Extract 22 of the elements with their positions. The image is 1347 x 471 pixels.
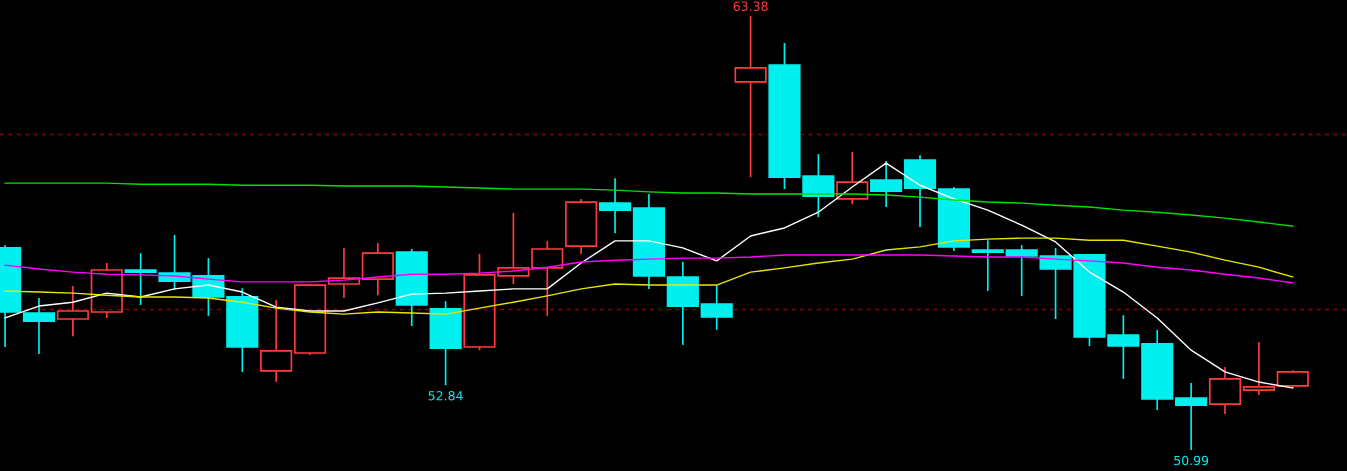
candlestick <box>734 15 767 179</box>
candlestick <box>56 285 89 338</box>
candlestick <box>22 297 56 355</box>
candlestick <box>327 247 361 299</box>
candlestick <box>971 239 1004 292</box>
candlestick <box>1208 366 1242 415</box>
candlestick <box>903 154 937 228</box>
candlestick <box>260 299 293 383</box>
candlestick <box>700 284 733 331</box>
annotation: 52.84 <box>428 390 463 401</box>
candlestick <box>531 240 564 317</box>
candlestick <box>361 242 394 297</box>
candlestick <box>870 160 903 208</box>
candlestick <box>666 261 699 346</box>
candlestick <box>90 262 123 319</box>
candlestick <box>1242 341 1275 396</box>
annotation: 50.99 <box>1174 455 1209 466</box>
candlestick <box>598 177 632 235</box>
annotation: 63.38 <box>733 1 768 11</box>
candlestick <box>1141 329 1174 411</box>
candlestick <box>1175 382 1208 451</box>
candlestick <box>632 193 666 290</box>
